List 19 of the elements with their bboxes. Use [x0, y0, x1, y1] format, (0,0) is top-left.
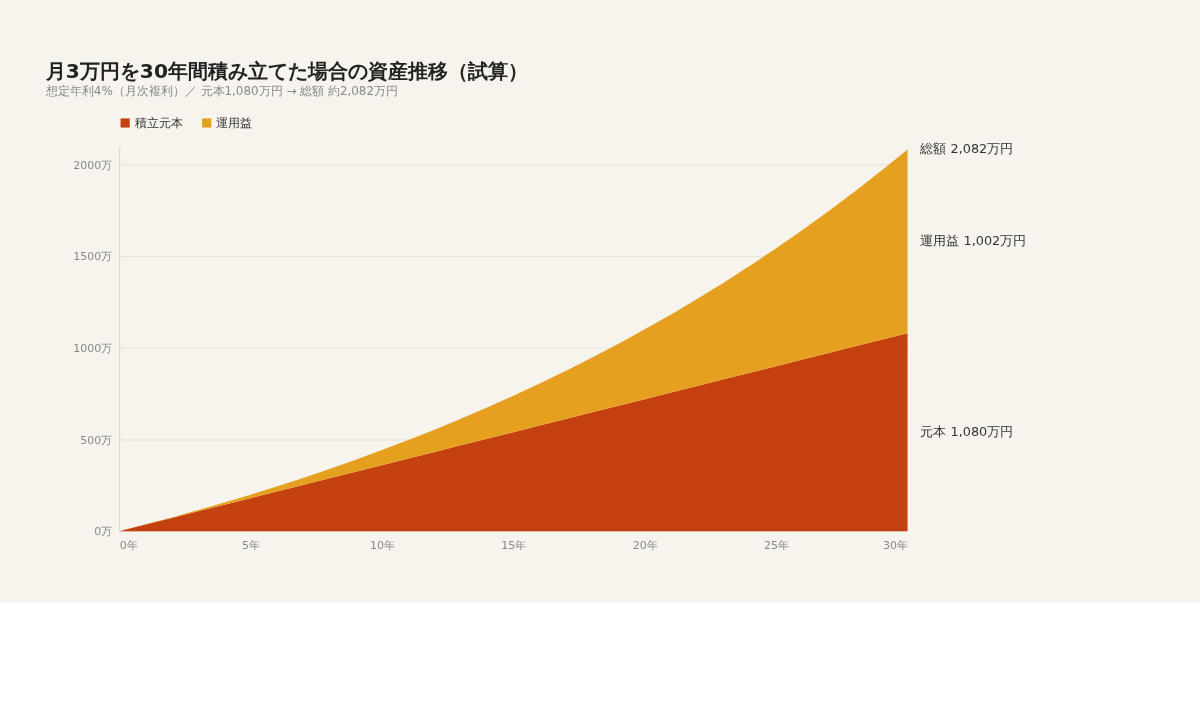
- y-tick-label: 0万: [94, 525, 113, 539]
- x-tick-label: 10年: [369, 539, 395, 553]
- x-tick-label: 15年: [501, 539, 527, 553]
- x-tick-label: 0年: [119, 539, 138, 553]
- y-tick-label: 1500万: [73, 250, 113, 264]
- text: 総額 2,082万円: [919, 141, 1014, 157]
- x-tick-label: 30年: [883, 539, 909, 553]
- x-tick-label: 20年: [632, 539, 658, 553]
- chart-title: 月3万円を30年間積み立てた場合の資産推移（試算）: [44, 59, 528, 84]
- x-tick-label: 5年: [242, 539, 261, 553]
- text: 運用益 1,002万円: [920, 232, 1027, 248]
- y-tick-label: 1000万: [73, 341, 113, 355]
- legend-label: 積立元本: [134, 115, 183, 130]
- y-tick-label: 500万: [80, 433, 113, 447]
- x-tick-label: 25年: [764, 539, 790, 553]
- text: 元本 1,080万円: [920, 423, 1014, 439]
- chart-subtitle: 想定年利4%（月次複利）／ 元本1,080万円 → 総額 約2,082万円: [44, 83, 399, 98]
- y-tick-label: 2000万: [73, 158, 113, 172]
- legend-label: 運用益: [216, 115, 253, 130]
